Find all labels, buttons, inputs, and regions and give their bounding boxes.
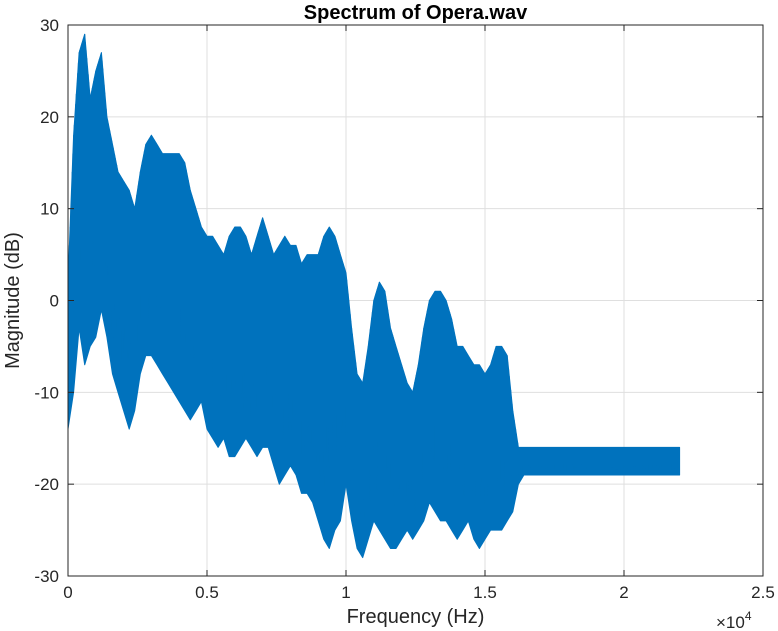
y-tick-label: -10 xyxy=(34,383,59,402)
x-axis-exponent: ×104 xyxy=(716,609,752,631)
y-ticks: -30 -20 -10 0 10 20 30 xyxy=(34,16,763,586)
chart-title: Spectrum of Opera.wav xyxy=(304,2,528,24)
y-tick-label: -20 xyxy=(34,475,59,494)
x-axis-exponent-power: 4 xyxy=(745,609,752,623)
y-tick-label: 0 xyxy=(50,292,59,311)
y-axis-label: Magnitude (dB) xyxy=(2,232,24,369)
x-tick-label: 2 xyxy=(619,583,628,602)
x-tick-label: 1 xyxy=(341,583,350,602)
x-tick-label: 0 xyxy=(63,583,72,602)
x-tick-label: 0.5 xyxy=(195,583,219,602)
x-tick-label: 2.5 xyxy=(751,583,775,602)
x-ticks: 0 0.5 1 1.5 2 2.5 xyxy=(63,25,775,602)
y-tick-label: 10 xyxy=(40,200,59,219)
x-tick-label: 1.5 xyxy=(473,583,497,602)
x-axis-label: Frequency (Hz) xyxy=(347,606,485,628)
y-tick-label: -30 xyxy=(34,567,59,586)
y-tick-label: 20 xyxy=(40,108,59,127)
x-axis-exponent-base: ×10 xyxy=(716,613,745,631)
y-tick-label: 30 xyxy=(40,16,59,35)
